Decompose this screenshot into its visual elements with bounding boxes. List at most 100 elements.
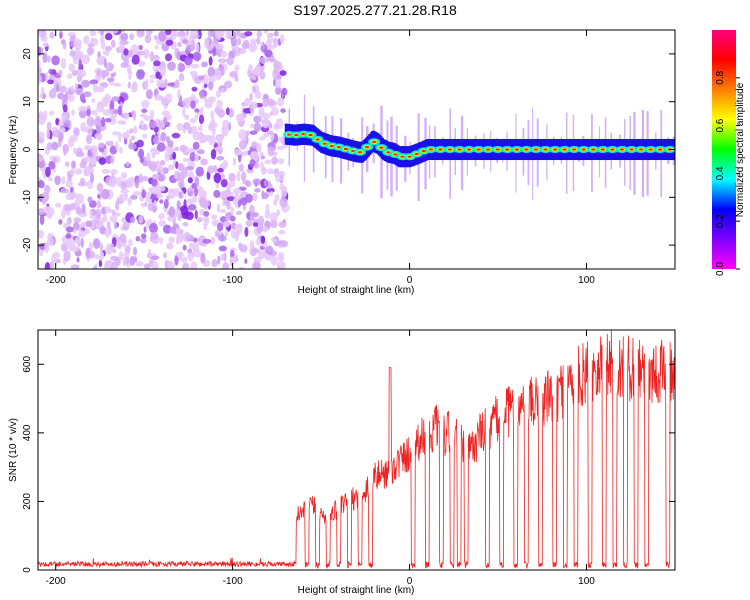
noise-cell xyxy=(181,39,189,45)
ridge-peak xyxy=(407,155,412,158)
noise-cell xyxy=(73,128,79,135)
x-tick-label: 0 xyxy=(407,275,413,286)
noise-cell xyxy=(74,236,81,245)
noise-cell xyxy=(137,60,146,67)
noise-cell xyxy=(110,72,115,78)
noise-cell xyxy=(178,98,183,108)
noise-cell xyxy=(203,220,208,231)
noise-cell xyxy=(70,246,80,253)
noise-cell xyxy=(102,214,108,223)
noise-cell xyxy=(60,127,66,134)
noise-cell xyxy=(190,63,200,69)
noise-cell xyxy=(168,206,176,218)
noise-cell xyxy=(280,240,289,248)
noise-cell xyxy=(152,54,160,61)
noise-cell xyxy=(79,161,87,169)
noise-cell xyxy=(199,196,208,208)
noise-cell xyxy=(119,193,124,202)
y-tick-label: 20 xyxy=(22,48,33,60)
noise-cell xyxy=(186,198,194,205)
colorbar-gradient xyxy=(712,30,736,269)
noise-cell xyxy=(103,148,108,156)
noise-cell xyxy=(149,222,158,234)
noise-cell xyxy=(108,176,116,188)
noise-cell xyxy=(110,255,118,262)
noise-cell xyxy=(51,253,56,264)
noise-cell xyxy=(63,203,72,212)
noise-cell xyxy=(271,106,279,116)
noise-cell xyxy=(90,156,96,166)
noise-cell xyxy=(163,198,169,209)
noise-cell xyxy=(195,166,205,177)
noise-cell xyxy=(200,252,206,264)
noise-cell xyxy=(130,194,138,200)
noise-cell xyxy=(259,70,266,80)
noise-cell xyxy=(230,206,234,216)
noise-cell xyxy=(52,128,62,138)
noise-cell xyxy=(213,189,221,198)
y-tick-label: 0 xyxy=(22,146,33,152)
ridge-peak xyxy=(495,148,500,151)
noise-cell xyxy=(142,133,148,139)
noise-cell xyxy=(44,243,50,254)
noise-cell xyxy=(90,110,95,115)
noise-cell xyxy=(194,113,199,120)
noise-cell xyxy=(145,78,149,89)
noise-cell xyxy=(254,90,262,99)
noise-cell xyxy=(49,31,55,39)
noise-cell xyxy=(49,260,54,269)
noise-cell xyxy=(217,30,225,36)
noise-cell xyxy=(174,254,179,266)
noise-cell xyxy=(96,69,101,77)
noise-cell xyxy=(279,197,288,208)
noise-cell xyxy=(112,248,117,254)
noise-cell xyxy=(175,227,180,235)
noise-cell xyxy=(127,197,132,206)
noise-cell xyxy=(92,148,98,160)
noise-cell xyxy=(223,221,230,228)
noise-cell xyxy=(144,33,152,44)
noise-cell xyxy=(252,218,259,223)
noise-cell xyxy=(38,180,45,189)
noise-cell xyxy=(55,202,62,208)
noise-cell xyxy=(251,192,258,202)
noise-cell xyxy=(260,235,266,244)
noise-cell xyxy=(192,249,202,258)
noise-cell xyxy=(250,123,255,128)
noise-cell xyxy=(217,255,221,265)
noise-cell xyxy=(100,188,110,200)
noise-cell xyxy=(249,93,253,101)
noise-cell xyxy=(273,39,279,48)
noise-cell xyxy=(243,102,250,107)
noise-cell xyxy=(38,208,45,215)
noise-cell xyxy=(77,230,86,238)
noise-cell xyxy=(176,122,184,131)
noise-cell xyxy=(111,131,121,136)
noise-cell xyxy=(101,69,106,80)
noise-cell xyxy=(81,203,86,215)
noise-cell xyxy=(110,39,116,48)
noise-cell xyxy=(237,266,245,269)
noise-cell xyxy=(174,146,180,152)
noise-cell xyxy=(121,132,128,139)
noise-cell xyxy=(151,193,157,201)
noise-cell xyxy=(216,155,225,161)
noise-cell xyxy=(104,227,111,238)
noise-cell xyxy=(274,237,278,244)
noise-cell xyxy=(97,101,104,107)
noise-cell xyxy=(182,97,192,109)
noise-cell xyxy=(210,236,216,245)
noise-cell xyxy=(228,180,236,187)
noise-cell xyxy=(62,41,67,50)
noise-cell xyxy=(236,37,242,46)
noise-cell xyxy=(244,258,248,264)
noise-cell xyxy=(120,171,128,180)
noise-cell xyxy=(164,151,170,162)
noise-cell xyxy=(120,32,129,42)
noise-cell xyxy=(213,172,222,184)
noise-cell xyxy=(198,114,205,125)
x-tick-label: -100 xyxy=(223,576,243,587)
noise-cell xyxy=(202,238,212,244)
noise-cell xyxy=(253,122,262,133)
noise-cell xyxy=(259,41,264,47)
